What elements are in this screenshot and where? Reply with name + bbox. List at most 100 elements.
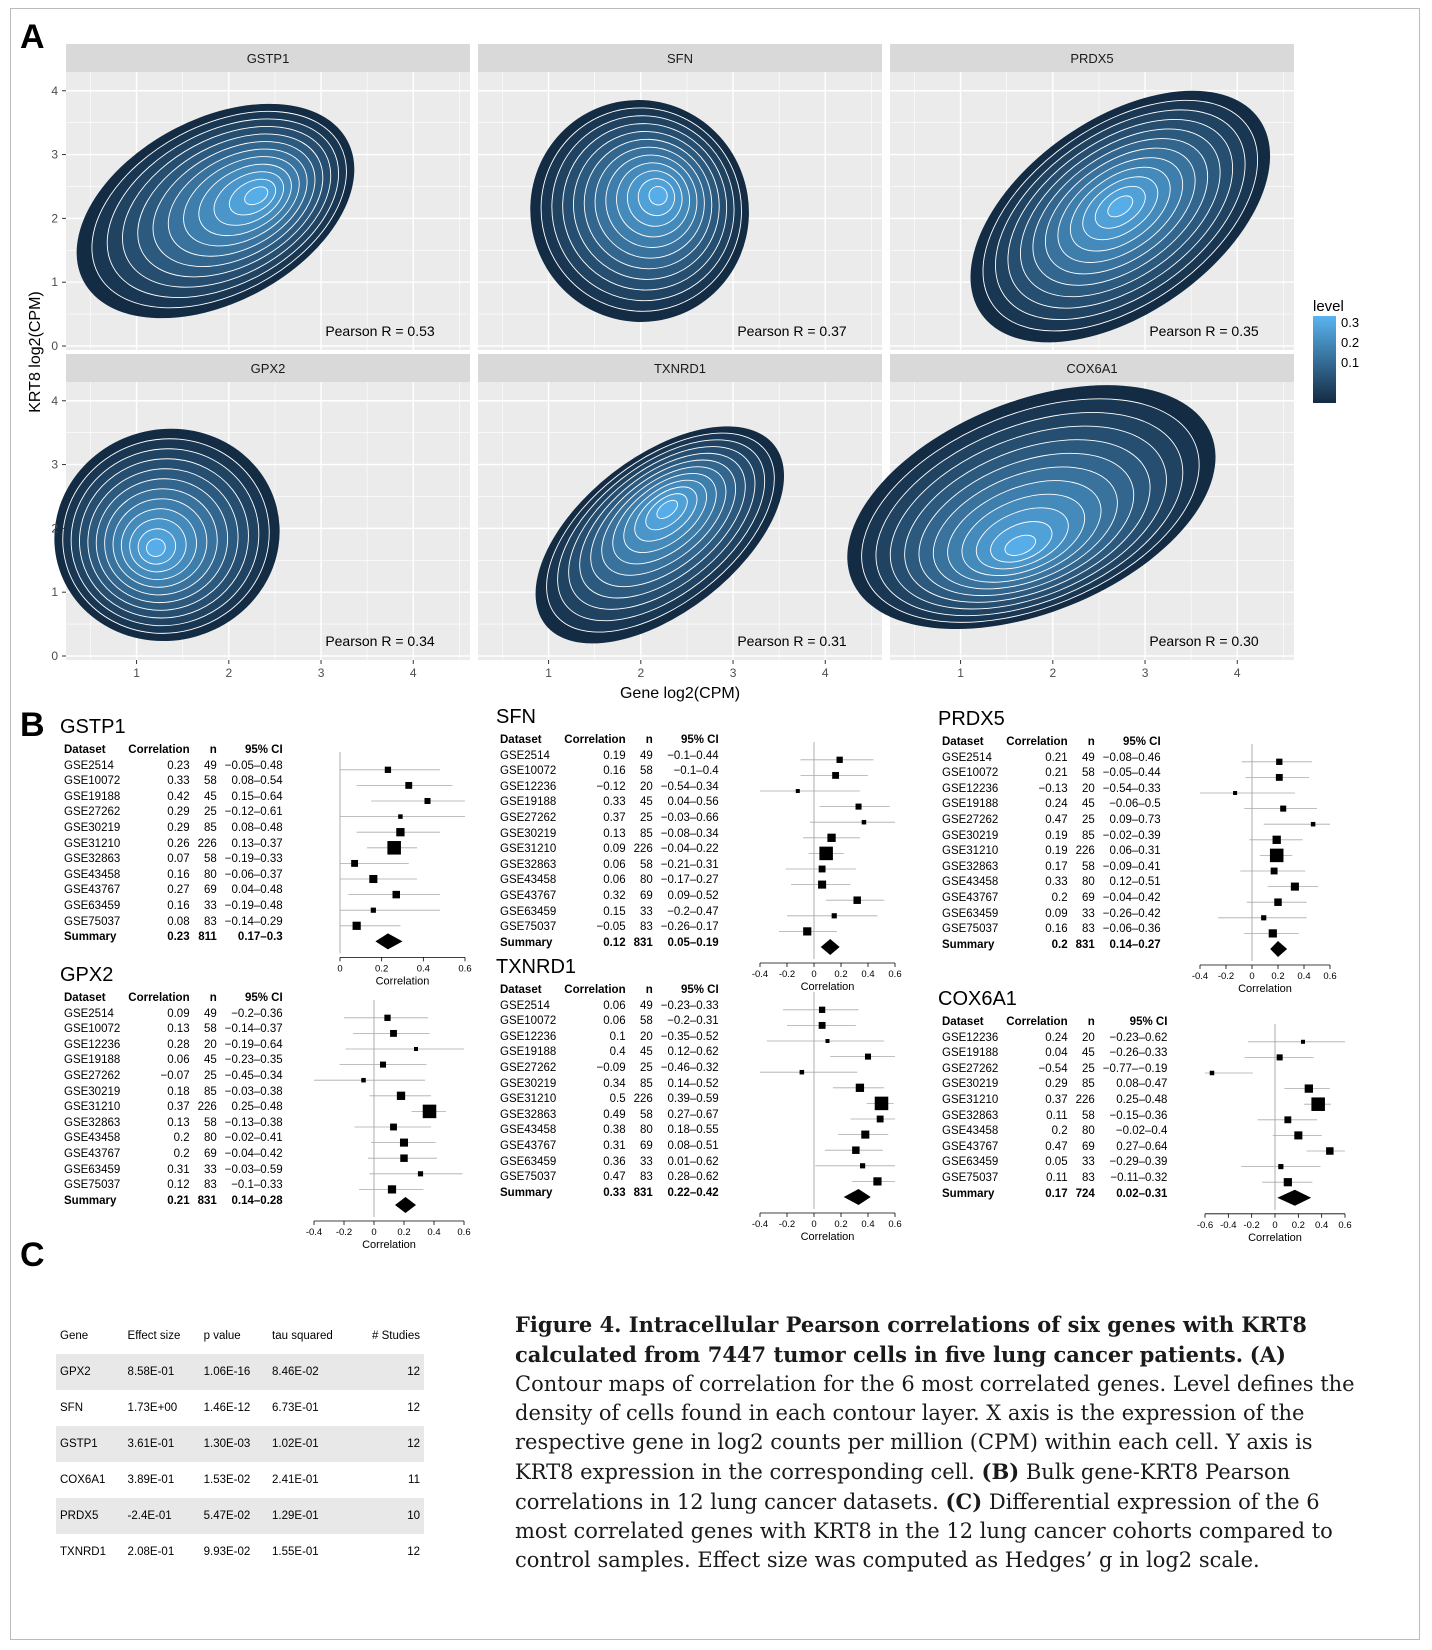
- forest-row: GSE43767 0.2 69 −0.04–0.42: [938, 891, 1165, 907]
- legend-colorbar: [1313, 316, 1336, 403]
- table-cell: 12: [353, 1426, 424, 1462]
- table-cell: GPX2: [56, 1354, 124, 1390]
- table-row: PRDX5 -2.4E-01 5.47E-02 1.29E-01 10: [56, 1498, 424, 1534]
- forest-cell: 0.1: [609, 1030, 626, 1043]
- point-estimate: [369, 874, 378, 883]
- forest-cell: −0.77–−0.19: [1102, 1062, 1168, 1075]
- y-tick-label: 0: [51, 649, 58, 663]
- forest-cell: GSE27262: [500, 1061, 557, 1074]
- forest-tick-label: -0.4: [752, 1219, 768, 1230]
- forest-row: GSE30219 0.13 85 −0.08–0.34: [496, 827, 723, 843]
- forest-cell: Summary: [64, 1194, 117, 1207]
- point-estimate: [1311, 1097, 1325, 1111]
- pearson-label: Pearson R = 0.37: [737, 323, 847, 339]
- forest-cell: GSE75037: [942, 1171, 999, 1184]
- forest-cell: 0.16: [1045, 923, 1068, 936]
- forest-title: GPX2: [60, 964, 114, 986]
- forest-cell: 58: [640, 765, 653, 778]
- forest-cell: GSE31210: [942, 1093, 999, 1106]
- forest-cell: 0.16: [167, 868, 190, 881]
- forest-cell: 0.08–0.48: [231, 821, 283, 834]
- forest-tick-label: 0.6: [457, 1227, 470, 1238]
- forest-cell: 0.39–0.59: [667, 1093, 719, 1106]
- forest-cell: 0.02–0.31: [1116, 1187, 1168, 1200]
- forest-cell: −0.26–0.33: [1109, 1047, 1168, 1060]
- forest-row: GSE63459 0.15 33 −0.2–0.47: [496, 905, 723, 921]
- forest-cell: −0.12: [596, 780, 626, 793]
- forest-row: GSE19188 0.42 45 0.15–0.64: [60, 790, 287, 806]
- point-estimate: [392, 890, 400, 898]
- forest-cell: GSE30219: [64, 821, 121, 834]
- forest-header: 95% CI: [680, 984, 719, 996]
- contour-panel-txnrd1: TXNRD1 Pearson R = 0.31 1 2 3 4: [478, 354, 882, 680]
- point-estimate: [417, 1170, 424, 1176]
- forest-cell: GSE43458: [64, 1132, 121, 1145]
- forest-row: GSE27262 −0.07 25 −0.45–0.34: [60, 1069, 287, 1085]
- forest-cell: GSE30219: [64, 1085, 121, 1098]
- forest-cell: GSE2514: [942, 751, 992, 764]
- point-estimate: [405, 781, 413, 789]
- forest-tick-label: 0.2: [1292, 1219, 1305, 1230]
- point-estimate: [1269, 848, 1284, 862]
- pearson-label: Pearson R = 0.53: [325, 323, 435, 339]
- forest-row: GSE63459 0.05 33 −0.29–0.39: [938, 1155, 1171, 1171]
- forest-cell: 0.29: [1045, 1078, 1068, 1091]
- forest-cell: 226: [1075, 845, 1095, 858]
- facet-title: SFN: [667, 51, 693, 66]
- forest-cell: 0.23: [167, 931, 190, 944]
- forest-cell: GSE43458: [942, 1125, 999, 1138]
- forest-cell: 20: [640, 780, 653, 793]
- forest-cell: 0.12: [167, 1179, 190, 1192]
- caption-c-text: Differential expression of the 6 most co…: [515, 1490, 1333, 1572]
- forest-cell: 0.17: [1045, 860, 1068, 873]
- forest-cell: 0.13: [603, 827, 626, 840]
- table-cell: 1.53E-02: [203, 1474, 251, 1486]
- forest-header: Dataset: [500, 984, 542, 996]
- forest-cell: GSE63459: [64, 1163, 121, 1176]
- forest-cell: −0.2–0.31: [667, 1015, 719, 1028]
- forest-cell: 0.5: [609, 1093, 626, 1106]
- forest-gpx2: GPX2 Dataset Correlation n 95% CI GSE2514 0.09…: [60, 964, 287, 1209]
- point-estimate: [855, 803, 862, 810]
- forest-cell: GSE32863: [64, 1116, 121, 1129]
- forest-row: GSE75037 0.12 83 −0.1–0.33: [60, 1178, 287, 1194]
- forest-table: Dataset Correlation n 95% CI GSE2514 0.06 49 −0…: [496, 983, 723, 1201]
- forest-row: GSE12236 0.28 20 −0.19–0.64: [60, 1038, 287, 1054]
- point-estimate: [1300, 1039, 1306, 1044]
- x-tick-label: 1: [545, 666, 552, 680]
- point-estimate: [818, 1021, 826, 1029]
- legend-tick: 0.2: [1341, 335, 1359, 350]
- forest-header: Dataset: [64, 992, 106, 1004]
- facet-title: COX6A1: [1066, 361, 1117, 376]
- x-tick-label: 4: [1234, 666, 1241, 680]
- forest-cell: 0.28: [167, 1038, 190, 1051]
- legend-title: level: [1313, 298, 1344, 315]
- forest-axis-label: Correlation: [801, 1231, 855, 1243]
- forest-cell: GSE19188: [942, 1047, 999, 1060]
- forest-cell: GSE12236: [500, 780, 557, 793]
- contour-level: [146, 538, 166, 557]
- forest-cell: 0.27–0.64: [1116, 1140, 1168, 1153]
- forest-summary-row: Summary 0.21 831 0.14–0.28: [60, 1194, 287, 1210]
- table-cell: 2.41E-01: [272, 1474, 319, 1486]
- forest-cell: 80: [204, 868, 217, 881]
- forest-cell: GSE19188: [942, 798, 999, 811]
- x-tick-label: 1: [957, 666, 964, 680]
- forest-plot-gpx2: -0.4 -0.2 0 0.2 0.4 0.6 Correlation: [306, 999, 471, 1251]
- forest-cell: 0.09: [603, 843, 626, 856]
- forest-cell: 69: [204, 1147, 217, 1160]
- forest-axis-label: Correlation: [801, 981, 855, 993]
- point-estimate: [860, 1162, 866, 1168]
- forest-tick-label: -0.2: [1243, 1219, 1259, 1230]
- forest-cell: 69: [204, 884, 217, 897]
- point-estimate: [387, 1184, 397, 1194]
- contour-panel-cox6a1: COX6A1 Pearson R = 0.30 1 2 3 4: [847, 354, 1294, 680]
- forest-cell: −0.19–0.33: [224, 853, 283, 866]
- forest-cell: −0.04–0.22: [660, 843, 719, 856]
- point-estimate: [370, 907, 376, 913]
- forest-header: 95% CI: [1129, 1016, 1168, 1028]
- y-tick-label: 2: [51, 211, 58, 225]
- forest-cell: 0.27: [167, 884, 190, 897]
- forest-cell: GSE19188: [64, 790, 121, 803]
- forest-cell: 85: [640, 827, 653, 840]
